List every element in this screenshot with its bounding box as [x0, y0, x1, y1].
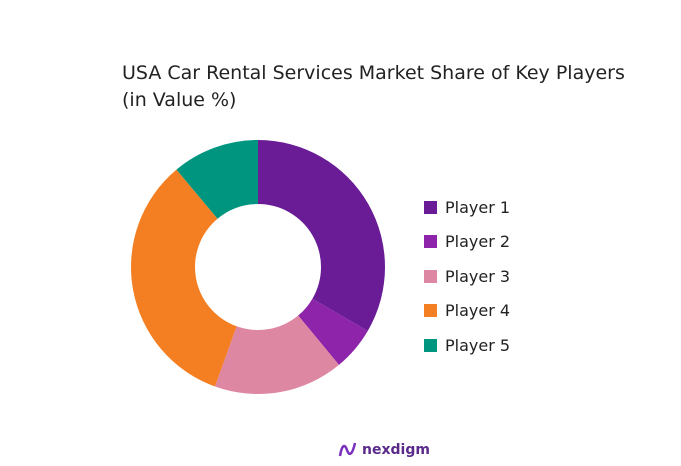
donut-slice-1 — [258, 140, 385, 331]
chart-title: USA Car Rental Services Market Share of … — [122, 60, 625, 114]
legend-swatch — [424, 338, 437, 352]
legend-item: Player 3 — [424, 259, 510, 294]
donut-slice-3 — [214, 315, 339, 394]
legend-swatch — [424, 200, 437, 214]
legend-label: Player 2 — [445, 232, 511, 252]
title-line-1: USA Car Rental Services Market Share of … — [122, 62, 625, 84]
legend-item: Player 2 — [424, 225, 510, 260]
logo-icon — [338, 442, 357, 457]
legend-item: Player 1 — [424, 190, 510, 225]
legend-label: Player 5 — [445, 335, 511, 355]
donut-slice-5 — [176, 140, 258, 219]
legend-label: Player 3 — [445, 266, 511, 286]
logo-text: nexdigm — [362, 442, 430, 458]
title-line-2: (in Value %) — [122, 89, 237, 111]
donut-slice-2 — [298, 298, 368, 365]
legend-item: Player 5 — [424, 328, 510, 363]
legend-label: Player 1 — [445, 197, 511, 217]
legend-swatch — [424, 235, 437, 249]
legend-swatch — [424, 304, 437, 318]
legend-item: Player 4 — [424, 294, 510, 329]
legend-swatch — [424, 269, 437, 283]
legend-label: Player 4 — [445, 301, 511, 321]
donut-slice-4 — [131, 169, 237, 387]
nexdigm-logo: nexdigm — [338, 440, 430, 460]
legend: Player 1 Player 2 Player 3 Player 4 Player 5 — [424, 190, 510, 363]
